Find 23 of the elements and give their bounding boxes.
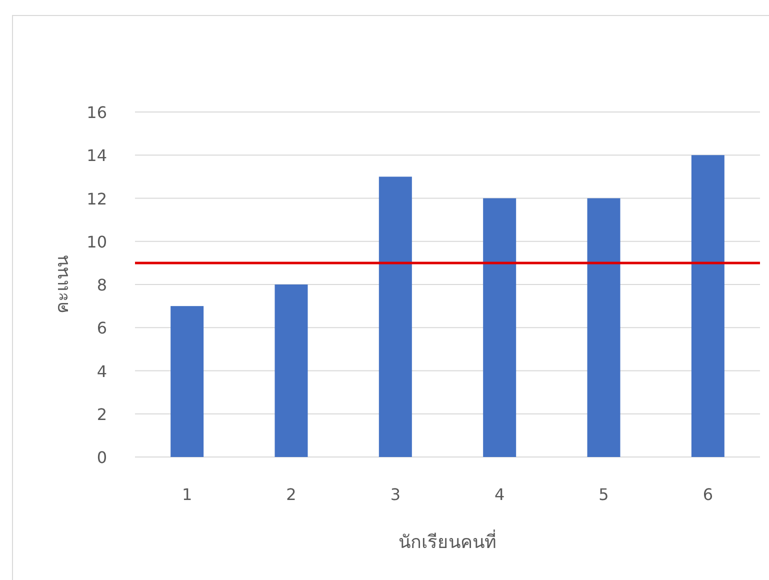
- x-tick-label: 5: [598, 485, 609, 504]
- x-tick-label: 4: [494, 485, 505, 504]
- x-axis-title: นักเรียนคนที่: [398, 529, 496, 553]
- y-tick-label: 10: [86, 232, 107, 252]
- y-tick-label: 16: [86, 103, 107, 122]
- y-tick-label: 8: [96, 276, 107, 294]
- y-tick-label: 0: [96, 448, 107, 467]
- bar: [483, 198, 516, 457]
- bar: [274, 284, 308, 457]
- y-tick-label: 12: [86, 189, 107, 208]
- x-tick-label: 3: [390, 485, 401, 504]
- x-tick-label: 6: [702, 485, 714, 504]
- bar: [378, 176, 412, 457]
- y-tick-label: 2: [96, 404, 107, 424]
- bar: [170, 306, 204, 457]
- y-tick-label: 6: [96, 318, 107, 338]
- bar: [691, 155, 724, 457]
- x-tick-label: 1: [182, 485, 192, 504]
- bar: [587, 198, 620, 457]
- y-tick-label: 14: [86, 146, 107, 166]
- x-tick-label: 2: [286, 485, 296, 504]
- y-axis-title: คะแนน: [52, 256, 73, 314]
- y-tick-label: 4: [96, 362, 107, 381]
